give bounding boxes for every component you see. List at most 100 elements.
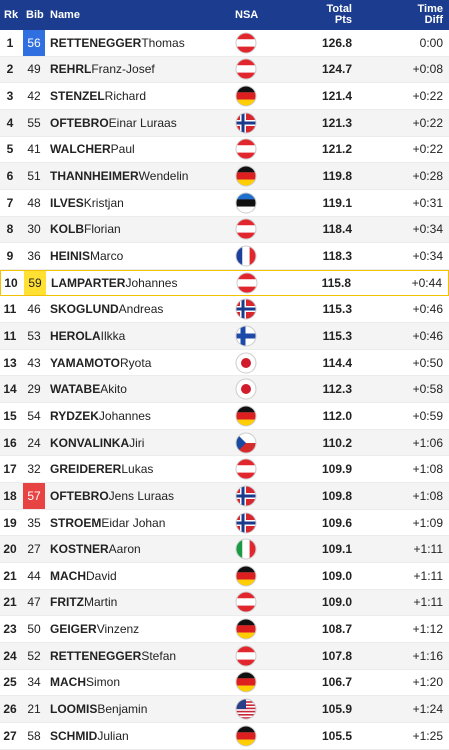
result-row: 16 24 KONVALINKA Jiri 110.2 +1:06 bbox=[0, 429, 449, 457]
result-row: 2 49 REHRL Franz-Josef 124.7 +0:08 bbox=[0, 56, 449, 84]
nsa bbox=[235, 590, 257, 616]
time-diff: +0:46 bbox=[412, 328, 443, 343]
time-diff: +0:08 bbox=[412, 62, 443, 77]
flag bbox=[236, 272, 258, 294]
total-points: 112.0 bbox=[322, 408, 352, 423]
name-first: Jiri bbox=[129, 435, 145, 450]
total-points: 121.3 bbox=[321, 115, 352, 130]
total-points: 108.7 bbox=[321, 622, 352, 637]
athlete-name: RYDZEK Johannes bbox=[50, 403, 151, 429]
name-last: KOSTNER bbox=[50, 542, 109, 557]
rank: 21 bbox=[3, 568, 17, 583]
name-first: Ryota bbox=[120, 355, 152, 370]
table-header: Rk Bib Name NSA Total Pts Time Diff bbox=[0, 0, 449, 30]
header-diff: Time Diff bbox=[418, 0, 443, 30]
header-diff-2: Diff bbox=[424, 14, 443, 26]
name-first: Johannes bbox=[125, 276, 178, 291]
rank: 6 bbox=[6, 169, 14, 184]
bib: 27 bbox=[27, 542, 41, 557]
name-last: GEIGER bbox=[50, 622, 97, 637]
header-pts: Total Pts bbox=[327, 0, 352, 30]
name-last: RETTENEGGER bbox=[50, 648, 142, 663]
athlete-name: GEIGER Vinzenz bbox=[50, 616, 139, 642]
total-points: 118.3 bbox=[322, 249, 352, 263]
time-diff: +0:22 bbox=[412, 89, 443, 104]
nsa bbox=[235, 350, 257, 376]
flag bbox=[235, 618, 257, 640]
header-pts-2: Pts bbox=[334, 14, 352, 26]
time-diff: +1:16 bbox=[412, 648, 443, 663]
total-points: 109.1 bbox=[321, 542, 352, 557]
flag bbox=[235, 245, 257, 267]
nsa bbox=[235, 57, 257, 83]
header-rk: Rk bbox=[4, 8, 19, 21]
result-row: 7 48 ILVES Kristjan 119.1 +0:31 bbox=[0, 190, 449, 217]
flag bbox=[235, 85, 257, 107]
nsa bbox=[235, 110, 257, 136]
bib: 29 bbox=[27, 382, 41, 397]
result-row: 11 53 HEROLA Ilkka 115.3 +0:46 bbox=[0, 323, 449, 350]
total-points: 121.2 bbox=[321, 142, 352, 157]
athlete-name: KONVALINKA Jiri bbox=[50, 430, 144, 456]
name-last: HEROLA bbox=[50, 328, 101, 343]
athlete-name: FRITZ Martin bbox=[50, 590, 117, 616]
result-row: 11 46 SKOGLUND Andreas 115.3 +0:46 bbox=[0, 297, 449, 324]
rank: 23 bbox=[3, 622, 17, 637]
name-first: Franz-Josef bbox=[91, 62, 155, 77]
rank: 11 bbox=[3, 328, 17, 343]
total-points: 115.8 bbox=[321, 276, 351, 291]
result-row: 10 59 LAMPARTER Johannes 115.8 +0:44 bbox=[0, 269, 449, 297]
nsa bbox=[235, 536, 257, 562]
name-last: LAMPARTER bbox=[51, 276, 126, 291]
name-first: Richard bbox=[104, 89, 147, 104]
rank: 24 bbox=[3, 648, 17, 663]
bib: 48 bbox=[27, 195, 41, 210]
flag bbox=[235, 405, 257, 427]
nsa bbox=[235, 670, 257, 696]
bib: 30 bbox=[27, 222, 41, 237]
flag bbox=[235, 138, 257, 160]
rank: 18 bbox=[3, 488, 17, 503]
total-points: 115.3 bbox=[322, 302, 352, 317]
rank: 21 bbox=[3, 595, 17, 610]
flag bbox=[235, 432, 257, 454]
rank: 27 bbox=[3, 728, 17, 743]
result-row: 9 36 HEINIS Marco 118.3 +0:34 bbox=[0, 243, 449, 270]
bib: 55 bbox=[27, 115, 41, 130]
athlete-name: MACH David bbox=[50, 563, 117, 589]
nsa bbox=[235, 616, 257, 642]
bib: 57 bbox=[23, 483, 45, 509]
name-last: MACH bbox=[50, 675, 86, 690]
name-last: LOOMIS bbox=[50, 702, 98, 717]
name-last: OFTEBRO bbox=[50, 115, 109, 130]
bib: 21 bbox=[27, 702, 41, 717]
flag bbox=[235, 512, 257, 533]
rank: 19 bbox=[3, 515, 17, 530]
rank: 1 bbox=[6, 35, 14, 50]
header-pts-1: Total bbox=[326, 3, 352, 15]
nsa bbox=[235, 83, 257, 109]
athlete-name: KOSTNER Aaron bbox=[50, 536, 141, 562]
flag bbox=[235, 645, 257, 667]
time-diff: +1:11 bbox=[413, 595, 443, 610]
result-row: 23 50 GEIGER Vinzenz 108.7 +1:12 bbox=[0, 616, 449, 643]
name-first: Andreas bbox=[118, 302, 164, 317]
name-last: STROEM bbox=[50, 515, 102, 530]
name-first: Simon bbox=[86, 675, 121, 690]
athlete-name: SKOGLUND Andreas bbox=[50, 297, 163, 323]
time-diff: +1:08 bbox=[412, 462, 443, 477]
athlete-name: ILVES Kristjan bbox=[50, 190, 124, 216]
bib: 50 bbox=[27, 622, 41, 637]
time-diff: +0:22 bbox=[412, 142, 443, 157]
nsa bbox=[235, 456, 257, 482]
flag bbox=[235, 58, 257, 80]
athlete-name: REHRL Franz-Josef bbox=[50, 57, 155, 83]
athlete-name: RETTENEGGER Stefan bbox=[50, 643, 176, 669]
athlete-name: HEINIS Marco bbox=[50, 243, 123, 269]
result-row: 20 27 KOSTNER Aaron 109.1 +1:11 bbox=[0, 536, 449, 563]
total-points: 109.9 bbox=[321, 462, 352, 477]
result-row: 5 41 WALCHER Paul 121.2 +0:22 bbox=[0, 137, 449, 164]
time-diff: +1:09 bbox=[412, 515, 443, 530]
name-last: OFTEBRO bbox=[50, 488, 109, 503]
nsa bbox=[235, 643, 257, 669]
